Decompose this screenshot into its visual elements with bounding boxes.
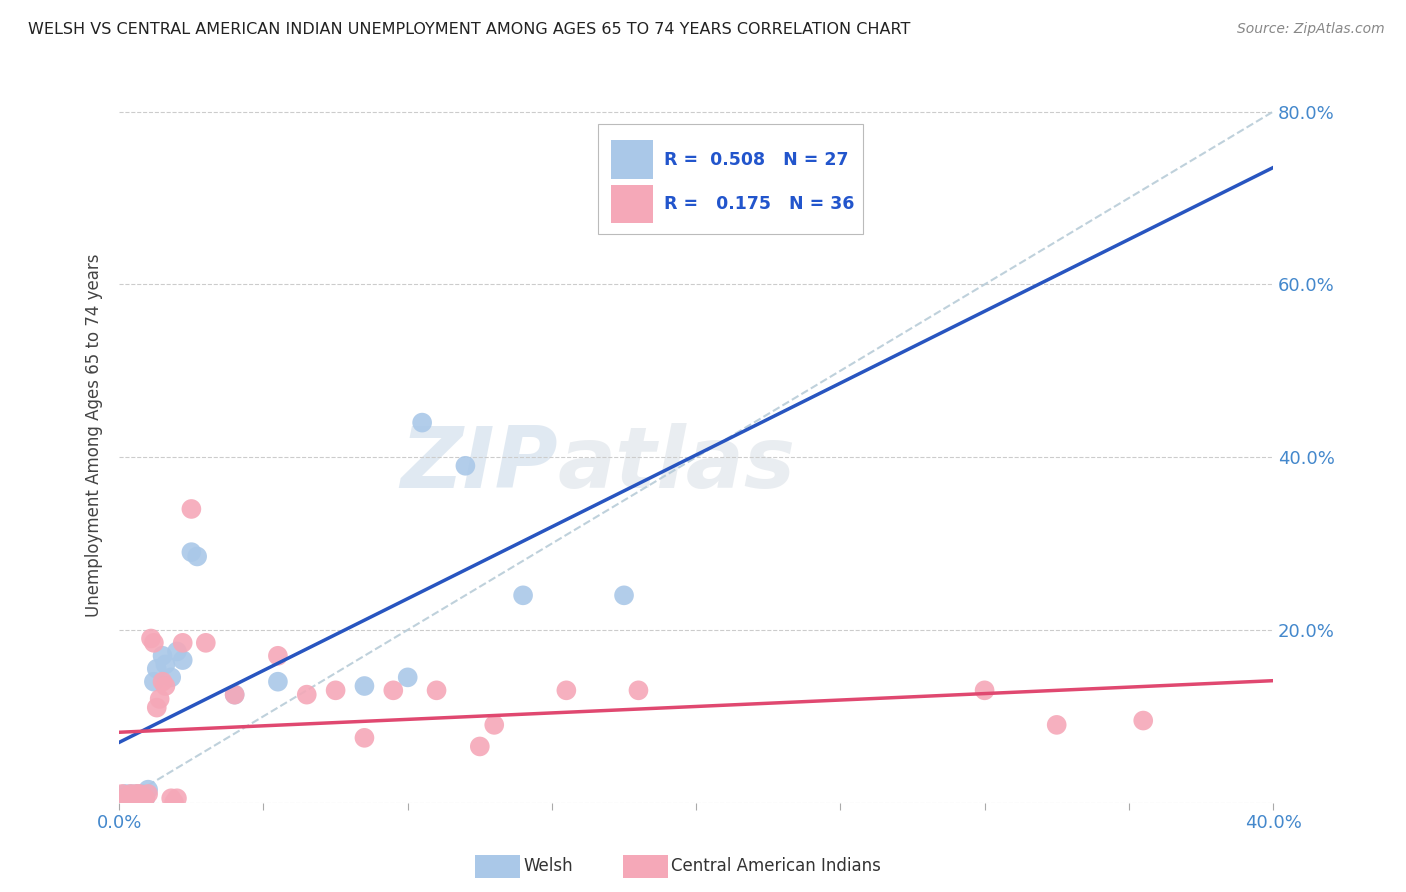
Point	[1132, 714, 1154, 728]
Point	[172, 653, 194, 667]
Point	[325, 683, 347, 698]
Point	[134, 791, 156, 805]
Point	[166, 791, 188, 805]
Point	[172, 636, 194, 650]
Point	[155, 657, 177, 672]
Point	[627, 683, 650, 698]
Point	[411, 416, 433, 430]
Point	[353, 679, 375, 693]
Y-axis label: Unemployment Among Ages 65 to 74 years: Unemployment Among Ages 65 to 74 years	[86, 254, 103, 617]
Point	[111, 787, 134, 801]
Point	[468, 739, 491, 754]
Point	[128, 791, 150, 805]
Point	[353, 731, 375, 745]
Point	[382, 683, 405, 698]
Point	[125, 787, 148, 801]
Point	[142, 636, 165, 650]
Point	[186, 549, 208, 564]
Point	[117, 791, 139, 805]
Point	[131, 787, 153, 801]
Point	[224, 688, 246, 702]
FancyBboxPatch shape	[610, 140, 654, 178]
Point	[194, 636, 217, 650]
Point	[122, 791, 145, 805]
Text: Central American Indians: Central American Indians	[671, 857, 880, 875]
Point	[131, 791, 153, 805]
FancyBboxPatch shape	[598, 124, 863, 234]
Point	[136, 782, 159, 797]
Point	[128, 787, 150, 801]
Text: Source: ZipAtlas.com: Source: ZipAtlas.com	[1237, 22, 1385, 37]
Point	[163, 796, 186, 810]
Point	[613, 588, 636, 602]
Point	[396, 670, 419, 684]
Point	[1046, 718, 1069, 732]
Point	[160, 791, 183, 805]
Point	[125, 787, 148, 801]
Text: WELSH VS CENTRAL AMERICAN INDIAN UNEMPLOYMENT AMONG AGES 65 TO 74 YEARS CORRELAT: WELSH VS CENTRAL AMERICAN INDIAN UNEMPLO…	[28, 22, 911, 37]
Point	[149, 692, 172, 706]
Text: atlas: atlas	[558, 424, 796, 507]
Point	[180, 545, 202, 559]
Point	[152, 648, 174, 663]
Point	[267, 674, 290, 689]
Text: ZIP: ZIP	[401, 424, 558, 507]
Point	[224, 688, 246, 702]
Point	[114, 787, 136, 801]
Point	[111, 791, 134, 805]
Point	[139, 632, 162, 646]
Point	[117, 796, 139, 810]
FancyBboxPatch shape	[610, 185, 654, 223]
Point	[122, 791, 145, 805]
Point	[425, 683, 447, 698]
Point	[180, 502, 202, 516]
Point	[142, 674, 165, 689]
Point	[484, 718, 506, 732]
Point	[136, 787, 159, 801]
Point	[134, 791, 156, 805]
Point	[160, 670, 183, 684]
Point	[120, 787, 142, 801]
Text: R =   0.175   N = 36: R = 0.175 N = 36	[664, 194, 855, 212]
Point	[166, 644, 188, 658]
Point	[555, 683, 578, 698]
Point	[146, 662, 169, 676]
Point	[152, 674, 174, 689]
Text: R =  0.508   N = 27: R = 0.508 N = 27	[664, 152, 848, 169]
Point	[295, 688, 318, 702]
Text: Welsh: Welsh	[523, 857, 572, 875]
Point	[512, 588, 534, 602]
Point	[146, 700, 169, 714]
Point	[155, 679, 177, 693]
Point	[120, 787, 142, 801]
Point	[973, 683, 995, 698]
Point	[454, 458, 477, 473]
Point	[114, 791, 136, 805]
Point	[267, 648, 290, 663]
